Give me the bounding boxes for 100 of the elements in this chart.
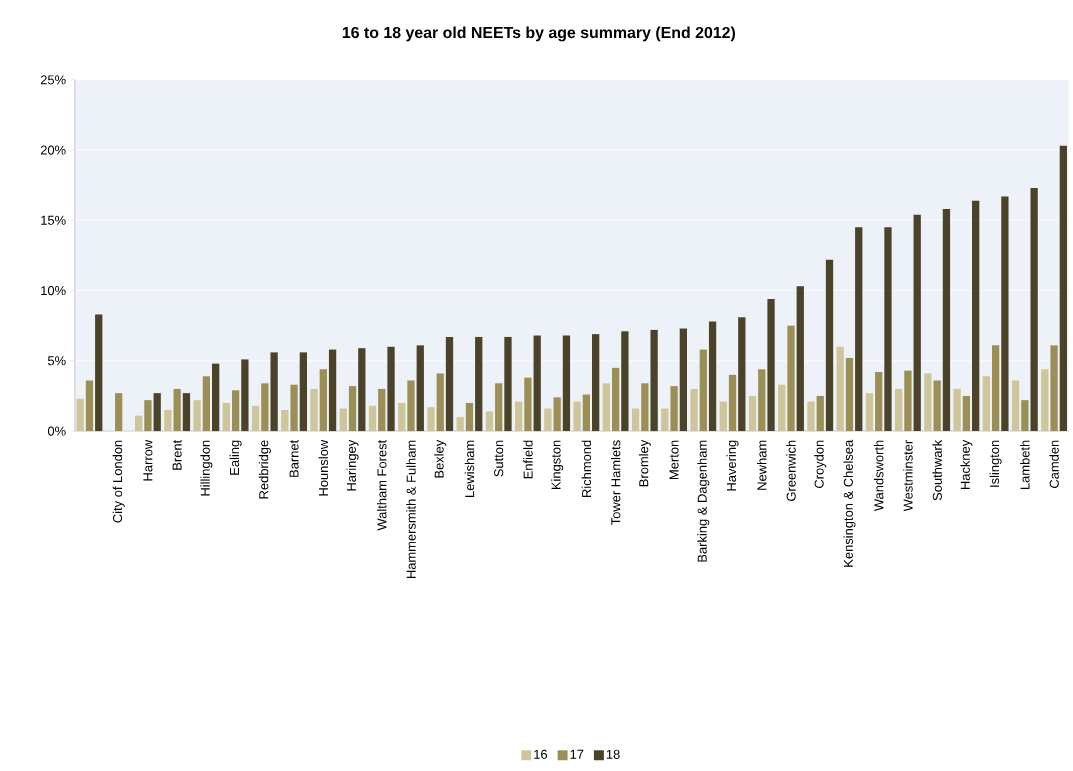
x-tick-label: Bromley — [638, 439, 651, 486]
bar — [991, 345, 1000, 431]
bar — [76, 398, 84, 431]
bar — [562, 335, 571, 431]
x-tick-label: Hackney — [960, 439, 973, 489]
bar — [212, 363, 220, 431]
x-tick-label: Croydon — [814, 440, 827, 488]
x-tick-label: Enfield — [523, 440, 533, 479]
bar — [592, 333, 600, 431]
bar — [650, 329, 658, 431]
bar — [445, 336, 454, 431]
bar — [690, 388, 698, 431]
bar — [825, 259, 834, 431]
bar — [942, 208, 951, 431]
bar — [504, 336, 512, 431]
bar — [933, 380, 941, 431]
x-tick-label: Newham — [757, 440, 767, 490]
bar — [621, 331, 629, 431]
x-tick-label: Harrow — [143, 439, 153, 481]
x-tick-label: Wandsworth — [873, 440, 884, 511]
bar — [416, 345, 424, 431]
x-tick-label: Hounslow — [318, 439, 329, 496]
bar — [913, 214, 921, 431]
y-tick-label: 20% — [40, 145, 66, 155]
bar — [281, 409, 289, 431]
bar — [884, 227, 892, 431]
bar — [679, 328, 687, 431]
x-tick-label: Greenwich — [786, 440, 796, 501]
bar — [611, 367, 620, 431]
bar — [972, 200, 980, 431]
bar — [222, 402, 230, 431]
bar — [807, 401, 815, 431]
bar — [738, 317, 746, 431]
bar — [1050, 345, 1058, 431]
bar — [982, 376, 990, 431]
bar — [398, 402, 406, 431]
bar — [816, 395, 824, 431]
bar — [427, 407, 435, 431]
bar — [465, 402, 474, 431]
bar — [378, 388, 386, 431]
bar — [845, 357, 854, 431]
bar — [261, 383, 269, 431]
legend-label: 17 — [570, 749, 584, 759]
bar — [368, 405, 377, 431]
bar — [895, 388, 903, 431]
x-tick-label: Ealing — [229, 440, 242, 475]
bar — [95, 314, 103, 431]
bar — [202, 376, 211, 431]
x-tick-label: Islington — [989, 440, 1002, 487]
bar — [553, 397, 561, 431]
bar — [787, 325, 795, 431]
bar — [135, 415, 143, 431]
bar — [1011, 380, 1020, 431]
bar — [1059, 145, 1067, 431]
bar — [1041, 369, 1049, 431]
bar — [164, 409, 172, 431]
y-tick-label: 10% — [41, 285, 66, 295]
bar — [85, 380, 94, 431]
bar — [661, 408, 669, 431]
bar — [708, 321, 717, 431]
x-tick-label: Bexley — [434, 439, 447, 478]
bar — [904, 370, 912, 431]
bar — [1001, 196, 1009, 431]
x-tick-label: Barnet — [289, 439, 299, 477]
bar — [1030, 187, 1038, 431]
bar — [631, 408, 640, 431]
bar — [495, 383, 503, 431]
bar — [836, 346, 844, 431]
x-tick-label: Hammersmith & Fulham — [406, 440, 416, 578]
bar — [485, 411, 494, 431]
y-tick-label: 0% — [47, 426, 66, 436]
x-tick-label: Havering — [726, 440, 739, 491]
bar — [778, 384, 786, 431]
x-tick-label: Hillingdon — [200, 440, 213, 496]
bar — [436, 373, 444, 431]
bar — [310, 388, 318, 431]
bar — [719, 401, 727, 431]
bar — [270, 352, 278, 431]
bar — [231, 390, 240, 431]
bar — [728, 374, 737, 431]
x-tick-label: Sutton — [494, 440, 504, 477]
bar — [328, 349, 337, 431]
x-tick-label: Westminster — [903, 439, 913, 512]
bar — [515, 401, 523, 431]
bar — [544, 408, 552, 431]
x-tick-label: Richmond — [581, 440, 592, 497]
bar — [182, 392, 191, 431]
bar — [641, 383, 649, 431]
x-tick-label: Lambeth — [1020, 440, 1030, 489]
y-tick-label: 25% — [40, 75, 66, 85]
legend-label: 18 — [606, 749, 620, 759]
bar — [573, 401, 581, 431]
bar — [875, 371, 883, 431]
bar — [456, 416, 464, 431]
y-tick-label: 15% — [41, 215, 66, 225]
bar — [115, 392, 123, 431]
x-tick-label: Brent — [172, 439, 182, 470]
bar — [953, 388, 961, 431]
y-tick-label: 5% — [47, 356, 66, 366]
bar — [670, 385, 678, 431]
